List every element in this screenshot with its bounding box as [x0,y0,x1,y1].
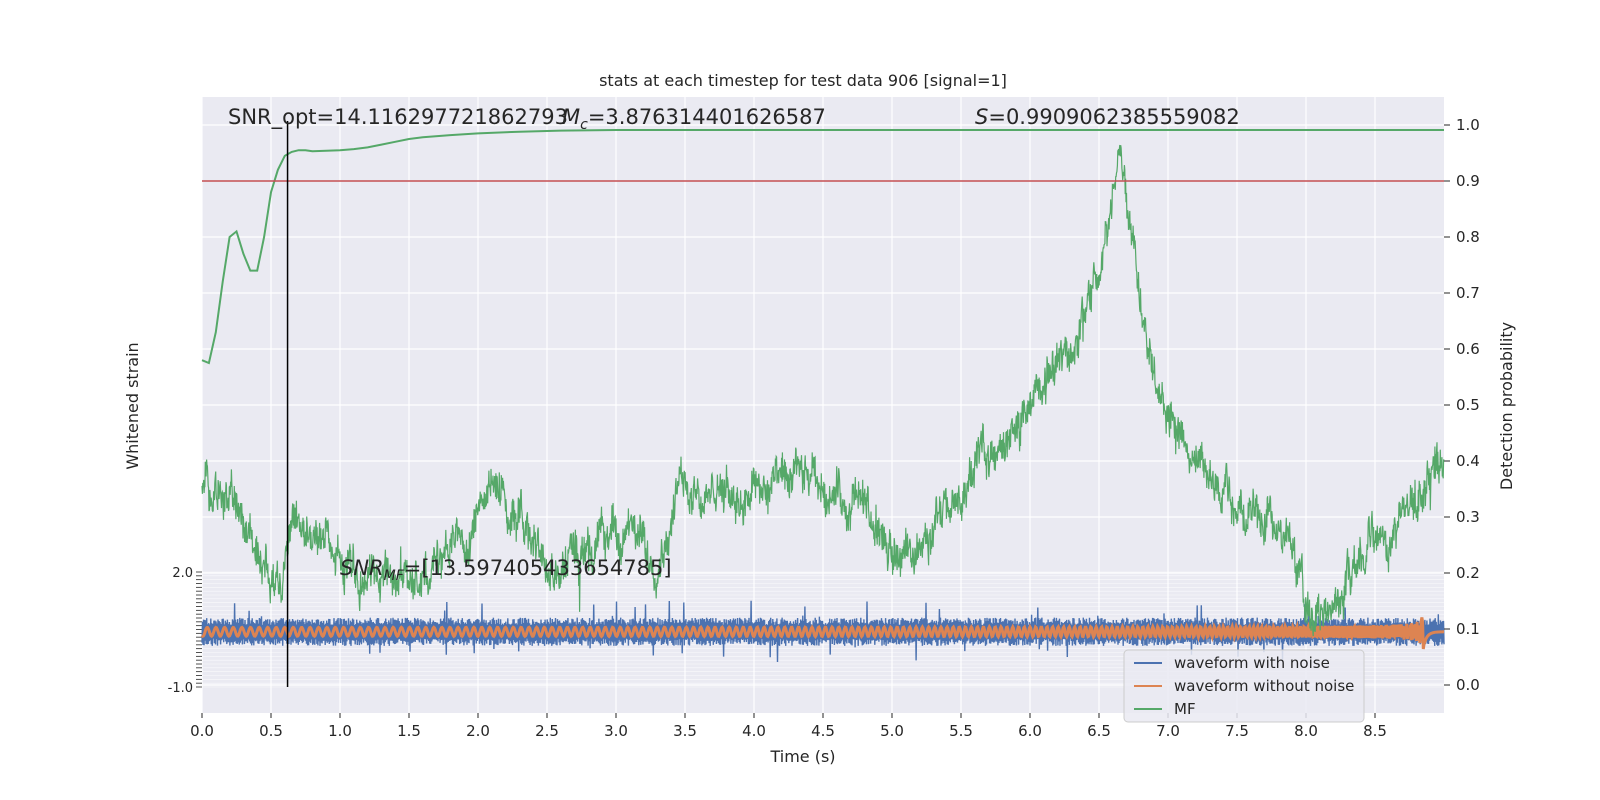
series-waveform-with-noise [201,600,1445,663]
annotation-s: S=0.9909062385559082 [975,105,1240,129]
chirp-mass-subscript: c [580,117,588,133]
chirp-mass-symbol: M [562,105,580,129]
x-tick-label: 8.0 [1294,722,1318,740]
legend-label-mf: MF [1174,700,1196,718]
y-axis-label-left: Whitened strain [123,342,142,469]
chirp-mass-value: =3.876314401626587 [588,105,826,129]
y-right-tick-label: 0.5 [1456,396,1480,414]
x-tick-label: 2.5 [535,722,559,740]
x-tick-label: 6.0 [1018,722,1042,740]
x-tick-label: 1.5 [397,722,421,740]
legend-frame [1123,649,1365,723]
x-tick-label: 3.0 [604,722,628,740]
y-right-tick-label: 0.2 [1456,564,1480,582]
x-tick-label: 0.5 [259,722,283,740]
y-right-tick-label: 0.7 [1456,284,1480,302]
snr-mf-symbol: SNR [340,556,384,580]
y-right-tick-label: 0.6 [1456,340,1480,358]
x-tick-label: 7.0 [1156,722,1180,740]
x-tick-label: 5.5 [949,722,973,740]
x-tick-label: 5.0 [880,722,904,740]
reference-lines [202,121,1444,687]
inset-bottom-tick-label: -1.0 [168,681,193,696]
x-tick-label: 2.0 [466,722,490,740]
y-right-tick-label: 0.0 [1456,676,1480,694]
x-tick-label: 4.5 [811,722,835,740]
x-tick-label: 3.5 [673,722,697,740]
y-right-tick-label: 0.1 [1456,620,1480,638]
x-tick-label: 8.5 [1363,722,1387,740]
x-axis-label: Time (s) [769,747,835,766]
y-right-tick-label: 0.3 [1456,508,1480,526]
series-waveform-without-noise [200,617,1444,650]
annotation-snr-opt: SNR_opt=14.116297721862793 [228,105,568,130]
y-axis-label-right: Detection probability [1497,322,1516,490]
legend-label-waveform-without-noise: waveform without noise [1174,677,1354,695]
s-value: =0.9909062385559082 [988,105,1239,129]
annotation-snr-mf: SNRMF=[13.597405433654785] [340,556,672,584]
y-right-tick-label: 1.0 [1456,116,1480,134]
x-tick-label: 1.0 [328,722,352,740]
series-mf [201,129,1444,365]
y-right-tick-label: 0.8 [1456,228,1480,246]
s-symbol: S [975,105,988,129]
series-layer [200,129,1445,663]
snr-mf-subscript: MF [384,568,405,584]
annotation-chirp-mass: Mc=3.876314401626587 [562,105,826,133]
inset-top-tick-label: 2.0 [172,566,193,581]
x-tick-label: 7.5 [1225,722,1249,740]
x-tick-label: 4.0 [742,722,766,740]
y-right-tick-label: 0.9 [1456,172,1480,190]
snr-mf-value: =[13.597405433654785] [404,556,672,580]
axes: 0.0 0.5 1.0 1.5 2.0 2.5 3.0 3.5 4.0 4.5 5.0 5.5 6.0 6… [190,116,1480,740]
y-right-tick-label: 0.4 [1456,452,1480,470]
x-tick-label: 0.0 [190,722,214,740]
series-detection-noise-trace [201,144,1445,637]
chart-title: stats at each timestep for test data 906… [599,71,1007,90]
x-tick-label: 6.5 [1087,722,1111,740]
legend: waveform with noise waveform without noi… [1123,649,1365,723]
legend-label-waveform-with-noise: waveform with noise [1174,654,1330,672]
